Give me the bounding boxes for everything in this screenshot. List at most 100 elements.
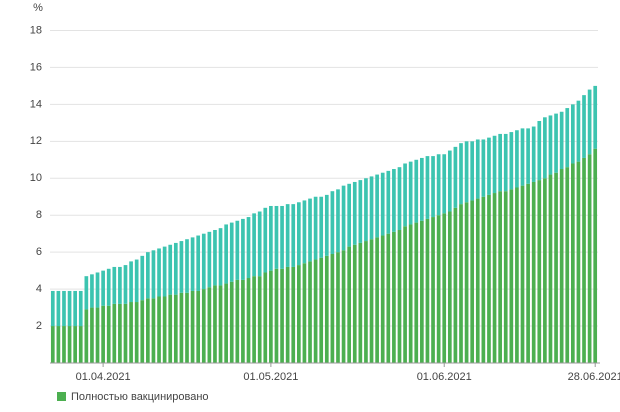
bar-segment [179, 292, 184, 363]
bar-segment [324, 194, 329, 256]
bar-segment [526, 183, 530, 363]
bar-segment [481, 139, 486, 197]
bar-segment [162, 246, 167, 297]
bar-segment [62, 290, 66, 327]
bar-segment [375, 174, 379, 238]
bar-segment [582, 95, 586, 158]
bar-segment [146, 298, 150, 363]
bar-segment [431, 217, 435, 363]
bar-segment [375, 237, 379, 363]
bar-segment [447, 150, 452, 212]
bar-segment [526, 128, 530, 184]
bar-segment [146, 252, 150, 299]
bar-segment [78, 290, 83, 327]
bar-segment [229, 281, 234, 363]
bar-segment [157, 248, 161, 297]
bar-segment [459, 143, 463, 205]
bar-segment [224, 224, 228, 284]
bar-segment [442, 213, 447, 363]
bar-segment [140, 255, 145, 301]
bar-segment [112, 266, 117, 304]
bar-segment [241, 279, 245, 363]
bar-segment [436, 154, 441, 216]
x-tick-label: 01.05.2021 [243, 371, 298, 383]
bar-segment [168, 294, 173, 363]
bar-segment [537, 120, 542, 181]
bar-segment [587, 89, 592, 155]
bar-segment [403, 163, 407, 227]
bar-segment [285, 266, 290, 363]
bar-segment [397, 229, 402, 363]
x-tick-label: 28.06.2021 [568, 371, 620, 383]
bar-segment [380, 172, 385, 236]
bar-segment [543, 117, 547, 179]
bar-segment [498, 191, 502, 363]
bar-segment [593, 148, 598, 363]
bar-segment [386, 170, 391, 234]
y-tick-label: 14 [30, 98, 42, 110]
bar-segment [515, 187, 519, 363]
bar-segment [442, 154, 447, 214]
bar-segment [229, 222, 234, 282]
bar-segment [173, 242, 178, 295]
bar-segment [487, 137, 491, 195]
bar-segment [129, 302, 133, 363]
bar-segment [453, 146, 458, 208]
bar-segment [352, 244, 357, 363]
bar-segment [543, 178, 547, 363]
bar-segment [140, 300, 145, 363]
bar-segment [425, 156, 430, 219]
bar-segment [185, 292, 189, 363]
bar-segment [520, 128, 525, 186]
bar-segment [582, 157, 586, 363]
bar-segment [129, 261, 133, 303]
bar-segment [487, 194, 491, 363]
bar-segment [257, 211, 262, 277]
bar-segment [50, 290, 55, 327]
bar-segment [554, 113, 558, 173]
x-tick-label: 01.04.2021 [76, 371, 131, 383]
bar-segment [576, 161, 581, 363]
bar-segment [565, 108, 570, 168]
bar-segment [67, 290, 72, 327]
bar-segment [453, 207, 458, 363]
bar-segment [106, 268, 111, 306]
bar-segment [118, 303, 122, 363]
bar-segment [352, 181, 357, 245]
bar-segment [252, 276, 256, 363]
y-tick-label: 18 [30, 24, 42, 36]
bar-segment [565, 167, 570, 363]
bar-segment [207, 231, 212, 288]
bar-segment [134, 259, 139, 303]
bar-segment [520, 185, 525, 363]
bar-segment [213, 285, 217, 363]
bar-segment [408, 224, 413, 363]
bar-segment [90, 274, 94, 308]
bar-segment [313, 196, 318, 260]
bar-segment [498, 133, 502, 192]
bar-segment [241, 218, 245, 280]
bar-segment [252, 213, 256, 277]
legend-swatch [57, 392, 66, 401]
bar-segment [570, 104, 575, 164]
bar-segment [123, 265, 128, 304]
bar-segment [503, 133, 508, 192]
bar-segment [218, 228, 223, 286]
bar-segment [291, 204, 296, 267]
bar-segment [336, 189, 340, 253]
bar-segment [246, 217, 251, 279]
bar-segment [207, 287, 212, 363]
bar-segment [392, 231, 396, 363]
bar-segment [90, 307, 94, 363]
legend-label: Полностью вакцинировано [71, 391, 209, 403]
bar-segment [475, 198, 480, 363]
y-tick-label: 16 [30, 61, 42, 73]
bar-segment [213, 229, 217, 286]
bar-segment [274, 268, 279, 363]
bar-segment [341, 250, 346, 363]
bar-segment [330, 254, 335, 363]
y-tick-label: 8 [36, 209, 42, 221]
bar-segment [296, 202, 301, 266]
bar-segment [358, 180, 363, 243]
bar-segment [263, 207, 268, 273]
